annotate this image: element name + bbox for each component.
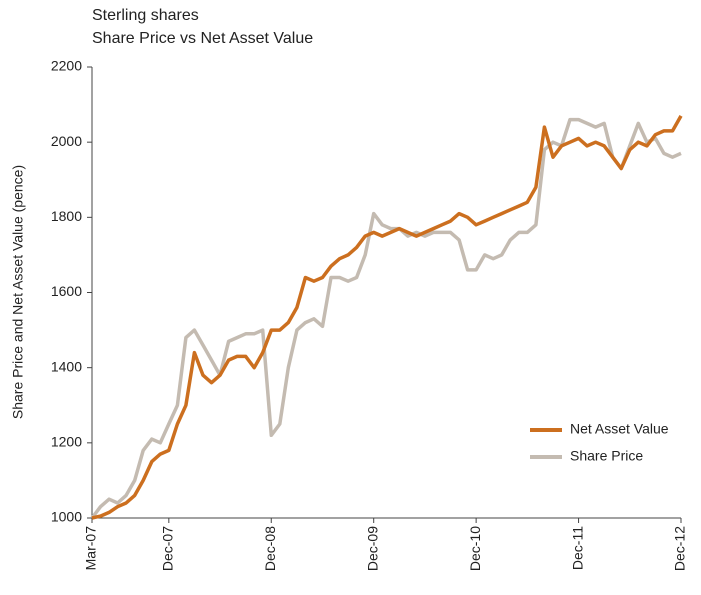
x-tick-label: Mar-07 <box>83 526 99 571</box>
y-tick-label: 2200 <box>51 58 82 74</box>
y-tick-label: 1800 <box>51 208 82 224</box>
chart-subtitle: Share Price vs Net Asset Value <box>92 30 313 47</box>
series-line <box>91 115 683 520</box>
legend-label: Share Price <box>570 448 643 464</box>
y-tick-label: 1000 <box>51 509 82 525</box>
y-tick-label: 1400 <box>51 358 82 374</box>
x-tick-label: Dec-11 <box>569 526 585 570</box>
y-axis-label: Share Price and Net Asset Value (pence) <box>10 165 26 419</box>
y-tick-label: 2000 <box>51 133 82 149</box>
x-tick-label: Dec-12 <box>672 526 688 571</box>
chart-title: Sterling shares <box>92 7 199 24</box>
x-tick-label: Dec-07 <box>160 526 176 571</box>
x-tick-label: Dec-09 <box>364 526 380 571</box>
y-tick-label: 1600 <box>51 283 82 299</box>
x-tick-label: Dec-10 <box>467 526 483 571</box>
x-tick-label: Dec-08 <box>262 526 278 571</box>
series-line <box>90 117 682 520</box>
legend-label: Net Asset Value <box>570 421 669 437</box>
y-tick-label: 1200 <box>51 434 82 450</box>
